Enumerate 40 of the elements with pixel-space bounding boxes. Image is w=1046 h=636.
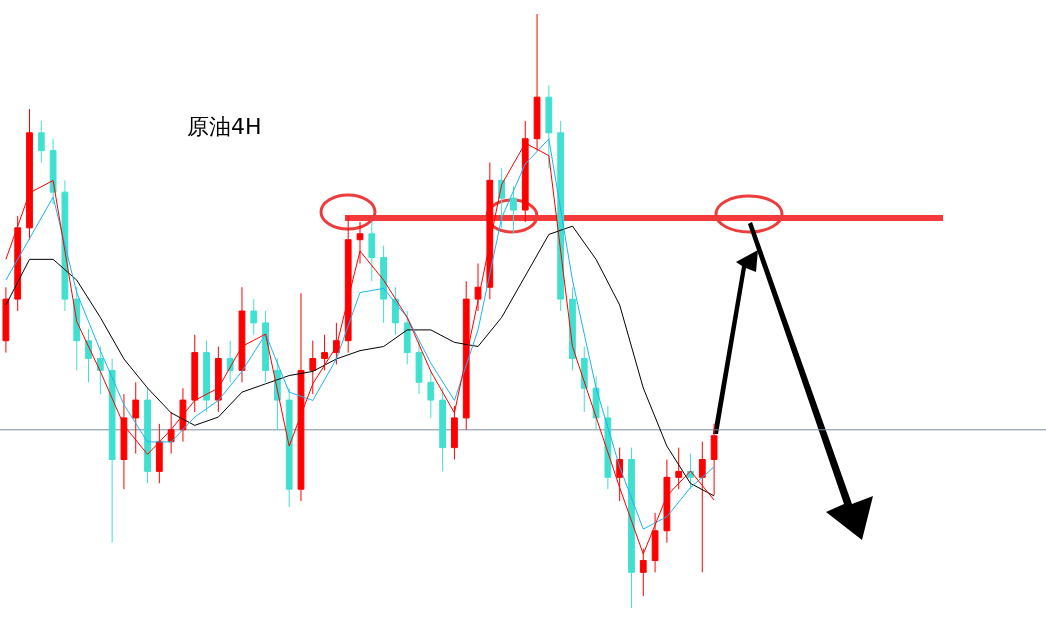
- candlestick: [380, 245, 387, 324]
- annotation: 原油4H: [187, 114, 262, 139]
- candlestick: [203, 340, 210, 413]
- candlestick: [451, 405, 458, 460]
- candlestick: [191, 334, 199, 413]
- candlestick: [37, 120, 45, 163]
- candlestick: [439, 387, 447, 472]
- candlestick: [238, 286, 246, 383]
- candlestick: [120, 393, 128, 490]
- candlestick: [108, 358, 116, 544]
- candlestick: [368, 221, 376, 282]
- candlestick: [462, 280, 470, 431]
- candlestick: [132, 381, 140, 455]
- candlestick: [474, 262, 482, 312]
- candlestick: [179, 387, 187, 443]
- candlestick: [155, 423, 163, 484]
- candlestick: [510, 185, 517, 235]
- candlestick: [710, 423, 718, 496]
- candlestick: [321, 334, 328, 371]
- candlestick: [486, 162, 494, 300]
- candlestick: [675, 447, 683, 490]
- candlestick: [214, 346, 222, 413]
- candlestick: [144, 387, 151, 484]
- candlestick: [14, 215, 22, 312]
- candlestick: [285, 387, 293, 508]
- candlestick: [403, 310, 411, 365]
- candlestick: [309, 340, 317, 395]
- candlestick: [344, 215, 352, 354]
- candlestick: [663, 459, 671, 544]
- candlestick: [427, 369, 435, 419]
- candlestick: [250, 298, 258, 336]
- candlestick: [49, 138, 57, 205]
- candlestick: [297, 292, 305, 502]
- candlestick: [628, 447, 635, 608]
- candlestick: [167, 411, 175, 455]
- candlestick: [96, 346, 104, 395]
- candlestick: [415, 340, 423, 395]
- candlestick: [2, 286, 10, 354]
- candlestick: [356, 221, 364, 264]
- candlestick: [545, 84, 553, 169]
